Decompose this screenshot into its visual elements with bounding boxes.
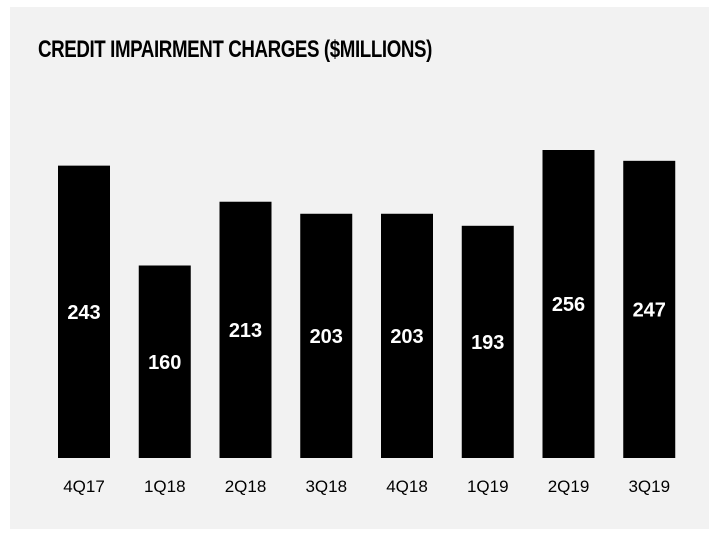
bar-value-label: 243 <box>67 302 100 324</box>
chart-title: CREDIT IMPAIRMENT CHARGES ($MILLIONS) <box>38 36 432 63</box>
bar-value-label: 247 <box>633 299 666 321</box>
bar-4q18 <box>381 213 433 458</box>
x-tick-label: 4Q18 <box>386 477 428 496</box>
bar-value-label: 203 <box>310 326 343 348</box>
bar-value-label: 203 <box>390 326 423 348</box>
bar-3q19 <box>623 160 676 458</box>
x-tick-label: 1Q18 <box>144 477 186 496</box>
bar-4q17 <box>58 165 110 458</box>
x-tick-label: 4Q17 <box>63 477 105 496</box>
bar-value-label: 160 <box>148 352 181 374</box>
bar-3q18 <box>300 213 353 458</box>
bar-value-label: 213 <box>229 320 262 342</box>
bar-2q18 <box>219 201 272 458</box>
bar-value-label: 193 <box>471 332 504 354</box>
x-tick-label: 2Q18 <box>225 477 267 496</box>
bar-2q19 <box>542 150 595 458</box>
x-tick-label: 1Q19 <box>467 477 509 496</box>
x-tick-label: 3Q18 <box>305 477 347 496</box>
bar-1q18 <box>138 265 191 458</box>
x-tick-label: 3Q19 <box>628 477 670 496</box>
x-tick-label: 2Q19 <box>548 477 590 496</box>
bar-1q19 <box>461 225 514 458</box>
bar-value-label: 256 <box>552 294 585 316</box>
